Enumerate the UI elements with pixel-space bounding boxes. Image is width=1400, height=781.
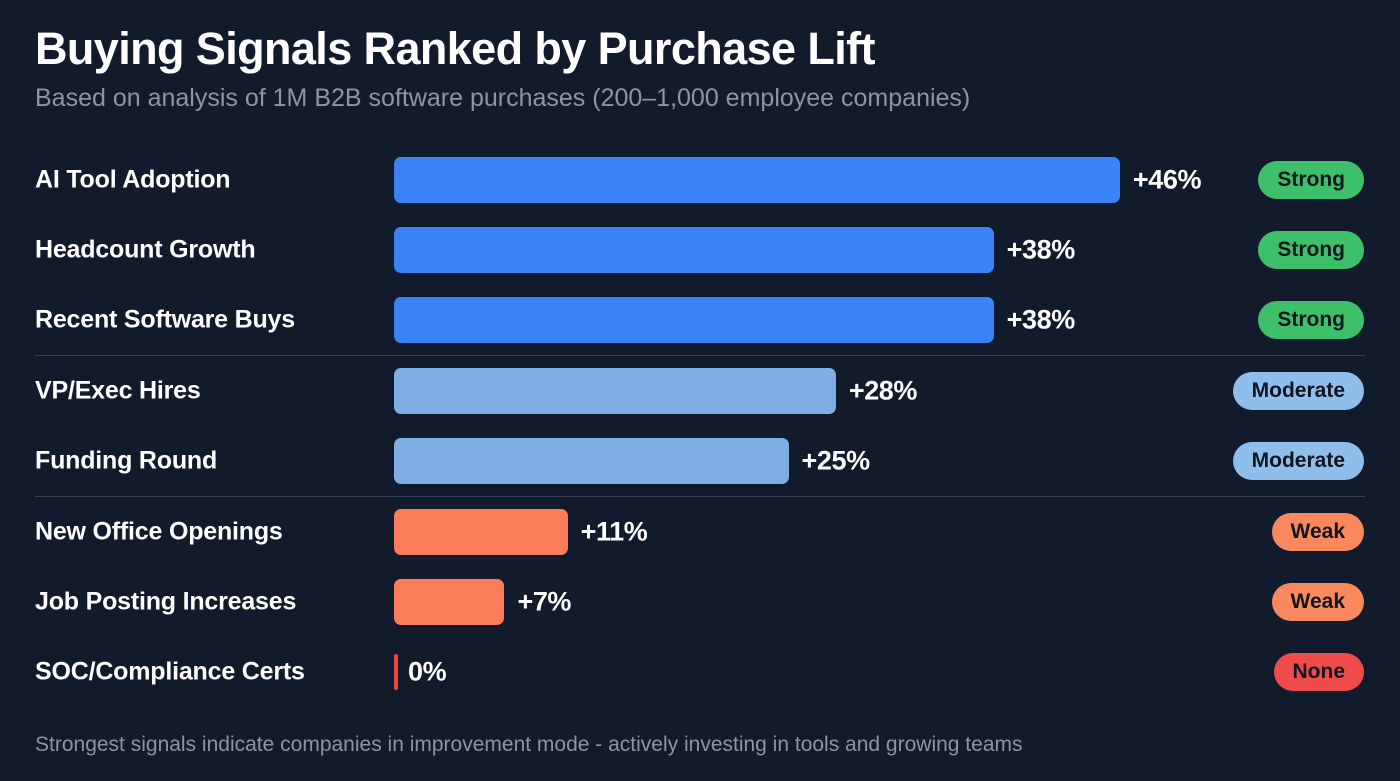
bar-rows: AI Tool Adoption +46% Strong Headcount Grow… bbox=[0, 145, 1400, 707]
bar bbox=[394, 157, 1120, 203]
bar bbox=[394, 579, 505, 625]
status-badge: Strong bbox=[1258, 161, 1364, 199]
bar-value-label: +25% bbox=[801, 445, 871, 476]
footer-note: Strongest signals indicate companies in … bbox=[35, 733, 1023, 756]
bar-row-label: AI Tool Adoption bbox=[35, 165, 231, 194]
bar-row: New Office Openings +11% Weak bbox=[0, 497, 1400, 567]
bar-track: +11% bbox=[394, 509, 1154, 555]
bar-row-label: Recent Software Buys bbox=[35, 305, 295, 334]
bar-track: +46% bbox=[394, 157, 1201, 203]
bar-row-label: Funding Round bbox=[35, 446, 218, 475]
bar-row: VP/Exec Hires +28% Moderate bbox=[0, 356, 1400, 426]
bar-value-label: +38% bbox=[1006, 304, 1076, 335]
bar-row: Job Posting Increases +7% Weak bbox=[0, 567, 1400, 637]
bar-value-label: +7% bbox=[517, 586, 572, 617]
bar bbox=[394, 227, 994, 273]
chart-header: Buying Signals Ranked by Purchase Lift B… bbox=[35, 22, 1365, 114]
bar bbox=[394, 654, 398, 690]
bar-track: +28% bbox=[394, 368, 1154, 414]
bar-row-label: New Office Openings bbox=[35, 517, 283, 546]
chart-subtitle: Based on analysis of 1M B2B software pur… bbox=[35, 84, 971, 112]
status-badge: Strong bbox=[1258, 301, 1364, 339]
group-separator bbox=[35, 355, 1365, 356]
bar-value-label: +28% bbox=[848, 375, 918, 406]
bar-row: Headcount Growth +38% Strong bbox=[0, 215, 1400, 285]
bar bbox=[394, 438, 789, 484]
bar-track: +7% bbox=[394, 579, 1154, 625]
bar-value-label: +38% bbox=[1006, 234, 1076, 265]
bar-track: 0% bbox=[394, 649, 1154, 695]
bar-row: AI Tool Adoption +46% Strong bbox=[0, 145, 1400, 215]
status-badge: Moderate bbox=[1232, 442, 1364, 480]
bar bbox=[394, 509, 568, 555]
page-title: Buying Signals Ranked by Purchase Lift bbox=[35, 23, 876, 74]
bar-row-label: VP/Exec Hires bbox=[35, 376, 201, 405]
bar-row: Funding Round +25% Moderate bbox=[0, 426, 1400, 496]
bar-row-label: Job Posting Increases bbox=[35, 587, 297, 616]
bar-row: SOC/Compliance Certs 0% None bbox=[0, 637, 1400, 707]
bar-track: +38% bbox=[394, 297, 1154, 343]
bar-value-label: 0% bbox=[408, 656, 447, 687]
bar-row-label: Headcount Growth bbox=[35, 235, 256, 264]
status-badge: Weak bbox=[1271, 513, 1364, 551]
bar-row-label: SOC/Compliance Certs bbox=[35, 657, 305, 686]
bar-track: +38% bbox=[394, 227, 1154, 273]
bar-track: +25% bbox=[394, 438, 1154, 484]
bar-value-label: +46% bbox=[1132, 164, 1202, 195]
bar-value-label: +11% bbox=[580, 516, 648, 547]
status-badge: Strong bbox=[1258, 231, 1364, 269]
status-badge: None bbox=[1273, 653, 1364, 691]
status-badge: Weak bbox=[1271, 583, 1364, 621]
status-badge: Moderate bbox=[1232, 372, 1364, 410]
bar bbox=[394, 297, 994, 343]
bar bbox=[394, 368, 836, 414]
bar-row: Recent Software Buys +38% Strong bbox=[0, 285, 1400, 355]
group-separator bbox=[35, 496, 1365, 497]
